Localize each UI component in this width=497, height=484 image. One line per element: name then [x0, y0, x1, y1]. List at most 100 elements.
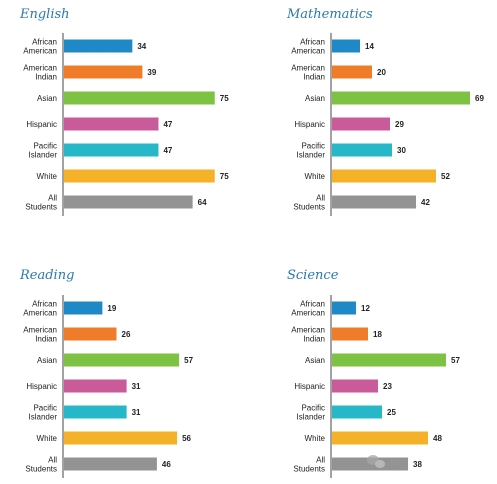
english-category-label-pacific-islander: Pacific Islander: [29, 142, 58, 160]
science-category-label-white: White: [305, 434, 326, 443]
category-label-line: Islander: [297, 151, 326, 160]
category-label-line: All: [316, 456, 325, 465]
english-category-label-all-students: All Students: [25, 194, 57, 212]
reading-bar-all-students: [64, 457, 157, 471]
english-bar-white: [64, 169, 215, 183]
category-label-line: Hispanic: [294, 120, 325, 129]
category-label-line: All: [48, 456, 57, 465]
mathematics-category-label-pacific-islander: Pacific Islander: [297, 142, 326, 160]
category-label-line: Asian: [305, 356, 325, 365]
category-label-line: Hispanic: [26, 382, 57, 391]
english-category-label-african-american: African American: [23, 38, 57, 56]
mathematics-value-label-white: 52: [441, 172, 450, 181]
english-value-label-white: 75: [220, 172, 229, 181]
watermark-text: Ar: [389, 456, 400, 468]
category-label-line: African: [32, 38, 57, 47]
category-label-line: Hispanic: [26, 120, 57, 129]
mathematics-bar-all-students: [332, 195, 416, 209]
mathematics-bar-african-american: [332, 39, 360, 53]
reading-category-label-hispanic: Hispanic: [26, 382, 57, 391]
science-bar-asian: [332, 353, 446, 367]
category-label-line: Hispanic: [294, 382, 325, 391]
science-value-label-pacific-islander: 25: [387, 408, 396, 417]
english-bar-asian: [64, 91, 215, 105]
category-label-line: Indian: [35, 73, 57, 82]
category-label-line: American: [23, 64, 57, 73]
mathematics-chart-title: Mathematics: [286, 7, 373, 22]
science-value-label-african-american: 12: [361, 304, 370, 313]
reading-bar-american-indian: [64, 327, 117, 341]
science-value-label-asian: 57: [451, 356, 460, 365]
reading-category-label-asian: Asian: [37, 356, 57, 365]
science-category-label-hispanic: Hispanic: [294, 382, 325, 391]
english-bar-pacific-islander: [64, 143, 159, 157]
category-label-line: Students: [25, 465, 57, 474]
english-category-label-white: White: [37, 172, 58, 181]
science-value-label-american-indian: 18: [373, 330, 382, 339]
mathematics-value-label-all-students: 42: [421, 198, 430, 207]
science-bar-white: [332, 431, 428, 445]
mathematics-category-label-african-american: African American: [291, 38, 325, 56]
science-category-label-all-students: All Students: [293, 456, 325, 474]
mathematics-value-label-hispanic: 29: [395, 120, 404, 129]
mathematics-value-label-american-indian: 20: [377, 68, 386, 77]
category-label-line: African: [32, 300, 57, 309]
category-label-line: White: [305, 172, 326, 181]
category-label-line: Asian: [37, 94, 57, 103]
science-chart-title: Science: [287, 268, 339, 283]
mathematics-bar-white: [332, 169, 436, 183]
category-label-line: Pacific: [301, 142, 325, 151]
reading-category-label-african-american: African American: [23, 300, 57, 318]
reading-value-label-pacific-islander: 31: [132, 408, 141, 417]
english-bar-american-indian: [64, 65, 143, 79]
english-category-label-asian: Asian: [37, 94, 57, 103]
reading-bar-asian: [64, 353, 180, 367]
category-label-line: American: [291, 309, 325, 318]
english-category-label-hispanic: Hispanic: [26, 120, 57, 129]
reading-chart-title: Reading: [19, 268, 74, 283]
category-label-line: American: [291, 326, 325, 335]
category-label-line: Pacific: [33, 404, 57, 413]
reading-bar-white: [64, 431, 178, 445]
science-bar-african-american: [332, 301, 356, 315]
reading-category-label-white: White: [37, 434, 58, 443]
mathematics-bar-american-indian: [332, 65, 372, 79]
category-label-line: Pacific: [301, 404, 325, 413]
mathematics-bar-pacific-islander: [332, 143, 392, 157]
category-label-line: Students: [25, 203, 57, 212]
mathematics-value-label-african-american: 14: [365, 42, 374, 51]
category-label-line: All: [48, 194, 57, 203]
category-label-line: White: [305, 434, 326, 443]
category-label-line: Indian: [35, 335, 57, 344]
reading-value-label-asian: 57: [184, 356, 193, 365]
mathematics-category-label-hispanic: Hispanic: [294, 120, 325, 129]
category-label-line: African: [300, 38, 325, 47]
reading-bar-hispanic: [64, 379, 127, 393]
english-category-label-american-indian: American Indian: [23, 64, 57, 82]
english-value-label-asian: 75: [220, 94, 229, 103]
reading-value-label-hispanic: 31: [132, 382, 141, 391]
watermark: Ar: [367, 455, 400, 468]
science-value-label-all-students: 38: [413, 460, 422, 469]
category-label-line: Students: [293, 203, 325, 212]
reading-value-label-american-indian: 26: [122, 330, 131, 339]
category-label-line: White: [37, 172, 58, 181]
category-label-line: Asian: [305, 94, 325, 103]
english-value-label-all-students: 64: [198, 198, 207, 207]
reading-bar-pacific-islander: [64, 405, 127, 419]
science-bar-hispanic: [332, 379, 378, 393]
category-label-line: African: [300, 300, 325, 309]
science-value-label-hispanic: 23: [383, 382, 392, 391]
category-label-line: American: [291, 64, 325, 73]
wechat-icon: [367, 455, 385, 468]
english-value-label-hispanic: 47: [163, 120, 172, 129]
mathematics-value-label-pacific-islander: 30: [397, 146, 406, 155]
mathematics-category-label-asian: Asian: [305, 94, 325, 103]
english-bar-hispanic: [64, 117, 159, 131]
reading-category-label-american-indian: American Indian: [23, 326, 57, 344]
